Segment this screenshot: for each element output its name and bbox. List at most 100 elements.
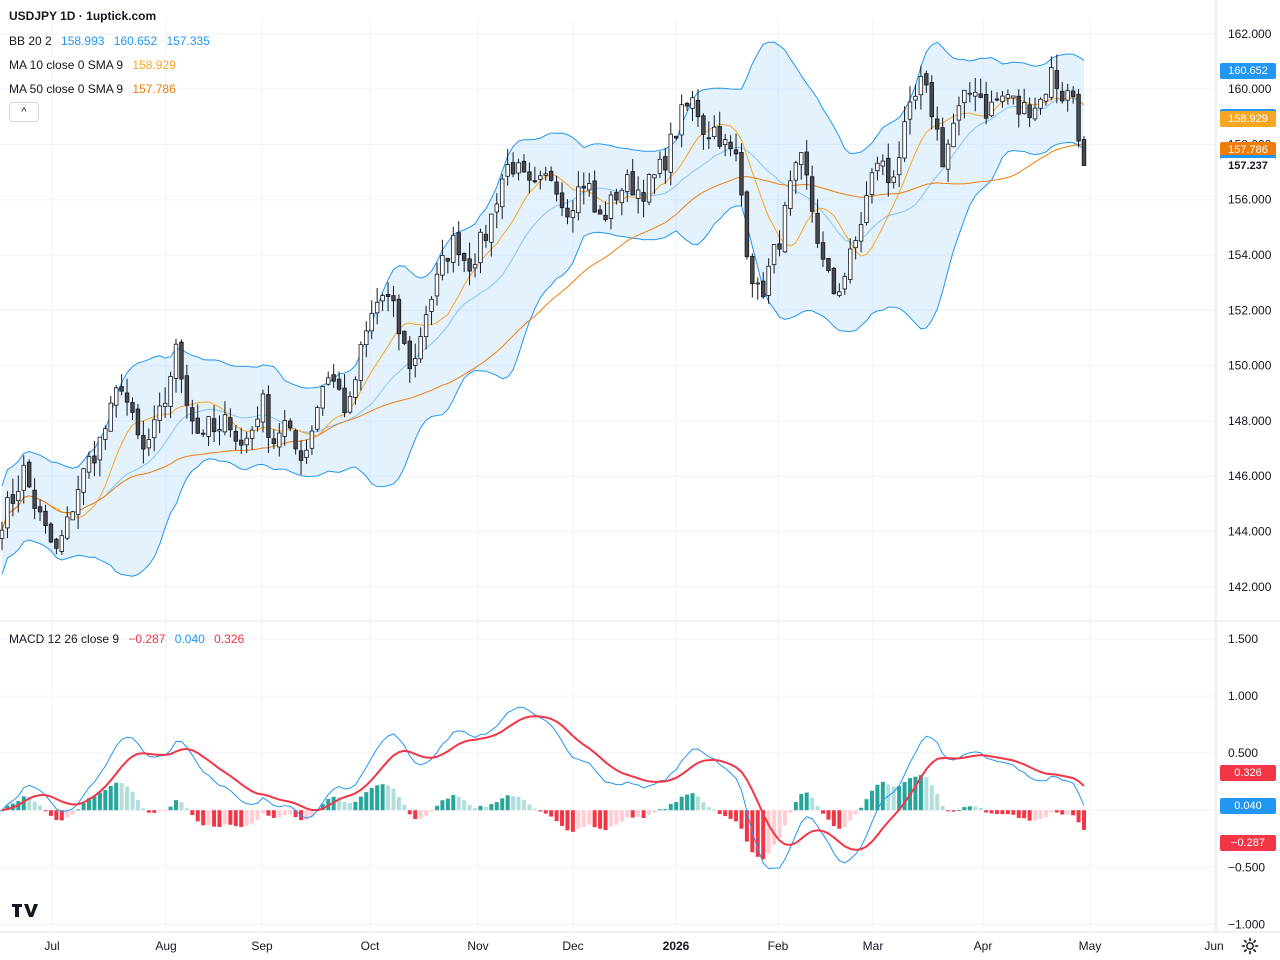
macd-histogram-bar: [516, 796, 521, 811]
candle-body: [298, 450, 304, 461]
candle-body: [494, 203, 499, 213]
price-badge: 157.786: [1220, 142, 1276, 159]
macd-histogram-bar: [701, 802, 706, 811]
macd-tick-label: 1.500: [1228, 632, 1258, 646]
legend-bb[interactable]: BB 20 2 158.993 160.652 157.335: [9, 34, 216, 48]
macd-histogram-bar: [434, 805, 439, 811]
macd-histogram-bar: [0, 810, 4, 812]
time-axis-label: May: [1079, 939, 1102, 953]
candle-body: [587, 183, 592, 191]
macd-tick-label: 1.000: [1228, 689, 1258, 703]
candle-body: [521, 160, 527, 173]
candle-body: [929, 82, 934, 118]
macd-histogram-bar: [712, 809, 717, 811]
candle-body: [761, 280, 766, 298]
legend-bb-name: BB 20 2: [9, 34, 52, 48]
candle-body: [200, 432, 206, 435]
macd-histogram-bar: [179, 802, 184, 811]
candle-body: [951, 122, 956, 148]
macd-histogram-bar: [125, 786, 130, 811]
macd-tick-label: −0.500: [1228, 860, 1265, 874]
price-tick-label: 146.000: [1228, 469, 1272, 483]
candle-body: [592, 180, 597, 213]
legend-ma10[interactable]: MA 10 close 0 SMA 9 158.929: [9, 58, 182, 72]
time-axis-label: Oct: [361, 939, 380, 953]
candle-body: [777, 243, 782, 250]
candle-body: [603, 214, 608, 221]
candle-body: [456, 232, 461, 256]
candle-body: [255, 418, 260, 428]
candle-body: [907, 101, 913, 120]
macd-histogram-bar: [494, 802, 499, 811]
price-tick-label: 144.000: [1228, 525, 1272, 539]
macd-histogram-bar: [299, 810, 304, 821]
candle-body: [1043, 93, 1049, 102]
macd-histogram-bar: [799, 793, 804, 811]
time-axis-label: Sep: [251, 939, 273, 953]
macd-histogram-bar: [962, 807, 967, 811]
macd-histogram-bar: [1076, 810, 1081, 823]
legend-ma50[interactable]: MA 50 close 0 SMA 9 157.786: [9, 82, 182, 96]
macd-tick-label: −1.000: [1228, 917, 1265, 931]
candle-body: [315, 407, 320, 430]
macd-tick-label: 0.500: [1228, 746, 1258, 760]
candle-body: [641, 192, 646, 202]
candle-body: [141, 435, 146, 450]
tradingview-logo-icon[interactable]: [11, 901, 39, 919]
candle-body: [527, 171, 532, 181]
macd-histogram-bar: [445, 798, 450, 811]
candle-body: [750, 255, 755, 285]
candle-body: [820, 242, 826, 260]
macd-histogram-bar: [744, 810, 749, 842]
macd-histogram-bar: [244, 810, 249, 826]
macd-histogram-bar: [554, 810, 559, 822]
candle-body: [81, 468, 86, 493]
candle-body: [880, 160, 886, 167]
candle-body: [826, 257, 831, 271]
macd-histogram-bar: [777, 810, 782, 838]
macd-histogram-bar: [402, 804, 407, 811]
candle-body: [983, 93, 989, 119]
gear-icon[interactable]: [1240, 936, 1260, 956]
candle-body: [451, 234, 456, 263]
macd-histogram-bar: [407, 810, 412, 815]
candle-body: [1016, 95, 1021, 115]
candle-body: [358, 344, 364, 381]
candle-body: [347, 395, 353, 413]
macd-histogram-bar: [1043, 810, 1048, 818]
legend-bb-lower: 157.335: [166, 34, 210, 48]
macd-histogram-bar: [309, 810, 314, 817]
macd-histogram-bar: [913, 776, 918, 811]
macd-histogram-bar: [1011, 810, 1016, 815]
candle-body: [293, 430, 298, 450]
time-axis-label: Dec: [562, 939, 583, 953]
candle-body: [674, 135, 679, 139]
macd-histogram-bar: [848, 810, 853, 821]
legend-macd[interactable]: MACD 12 26 close 9 −0.287 0.040 0.326: [9, 632, 250, 646]
candle-body: [1081, 139, 1087, 166]
candle-body: [86, 456, 92, 473]
time-axis-label: Apr: [974, 939, 993, 953]
candle-body: [989, 101, 994, 117]
candle-body: [956, 105, 962, 121]
price-badge: 157.237: [1220, 157, 1276, 174]
macd-histogram-bar: [935, 793, 940, 811]
candle-body: [1032, 107, 1038, 120]
macd-histogram-bar: [603, 810, 608, 831]
macd-histogram-bar: [288, 810, 293, 815]
candle-body: [782, 204, 788, 253]
macd-histogram-bar: [54, 810, 59, 821]
macd-histogram-bar: [201, 810, 206, 826]
collapse-legend-button[interactable]: ^: [9, 102, 39, 122]
candle-body: [135, 408, 141, 436]
candle-body: [554, 181, 559, 195]
time-axis-label: Feb: [768, 939, 789, 953]
macd-histogram-bar: [690, 793, 695, 811]
macd-histogram-bar: [587, 810, 592, 825]
macd-histogram-bar: [864, 799, 869, 811]
bollinger-band-fill: [2, 42, 1084, 577]
candle-body: [146, 439, 152, 449]
macd-histogram-bar: [576, 810, 581, 829]
macd-histogram-bar: [614, 810, 619, 825]
